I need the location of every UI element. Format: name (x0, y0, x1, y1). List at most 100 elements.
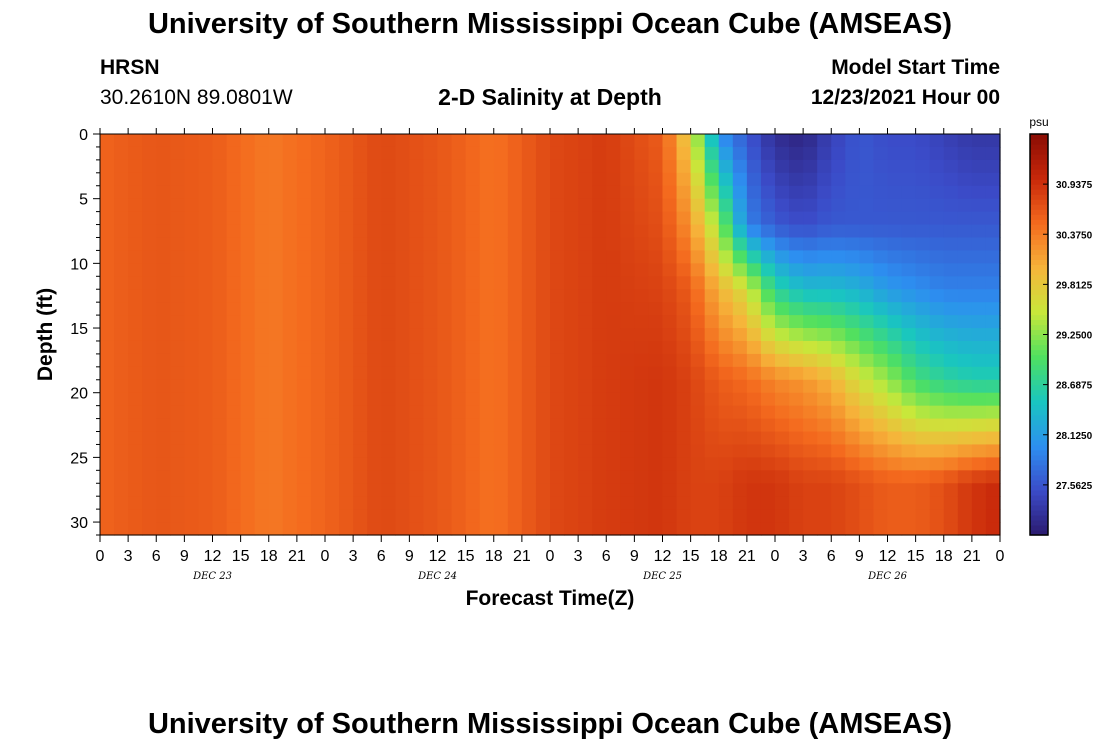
heatmap-cell (831, 224, 846, 239)
heatmap-cell (564, 366, 579, 381)
heatmap-cell (620, 289, 635, 303)
heatmap-cell (775, 211, 790, 226)
colorbar-band (1030, 229, 1048, 235)
x-tick-label: 0 (771, 548, 780, 565)
heatmap-cell (564, 250, 579, 264)
heatmap-cell (817, 509, 832, 523)
heatmap-cell (521, 405, 537, 420)
heatmap-cell (929, 250, 945, 264)
heatmap-cell (887, 444, 903, 458)
colorbar-band (1030, 279, 1048, 285)
heatmap-cell (817, 276, 832, 290)
heatmap-cell (676, 340, 692, 355)
colorbar-band (1030, 289, 1048, 295)
heatmap-cell (578, 418, 593, 433)
heatmap-cell (648, 509, 664, 523)
heatmap-cell (634, 470, 650, 484)
heatmap-cell (100, 159, 115, 174)
heatmap-cell (479, 509, 495, 523)
heatmap-cell (718, 237, 734, 252)
heatmap-cell (535, 392, 551, 407)
heatmap-cell (114, 185, 129, 200)
heatmap-cell (240, 185, 256, 200)
heatmap-cell (395, 496, 410, 510)
heatmap-cell (367, 224, 382, 239)
heatmap-cell (803, 211, 818, 226)
x-tick-label: 0 (546, 548, 555, 565)
heatmap-cell (507, 457, 523, 471)
heatmap-cell (184, 418, 200, 433)
heatmap-cell (353, 444, 368, 458)
heatmap-cell (620, 431, 635, 446)
heatmap-cell (831, 159, 846, 174)
heatmap-cell (578, 496, 593, 510)
heatmap-cell (353, 224, 368, 239)
heatmap-cell (929, 146, 945, 161)
heatmap-cell (353, 315, 368, 329)
colorbar-tick-label: 29.2500 (1056, 331, 1093, 342)
heatmap-cell (184, 470, 200, 484)
heatmap-cell (142, 496, 157, 510)
heatmap-cell (957, 405, 973, 420)
heatmap-cell (409, 405, 425, 420)
heatmap-cell (718, 366, 734, 381)
heatmap-cell (550, 366, 565, 381)
heatmap-cell (592, 146, 607, 161)
heatmap-cell (550, 328, 565, 342)
heatmap-cell (465, 276, 481, 290)
heatmap-cell (479, 328, 495, 342)
heatmap-cell (325, 159, 340, 174)
heatmap-cell (732, 328, 748, 342)
heatmap-cell (634, 289, 650, 303)
heatmap-cell (859, 276, 875, 290)
heatmap-cell (381, 302, 396, 316)
heatmap-cell (775, 496, 790, 510)
heatmap-cell (718, 379, 734, 394)
heatmap-cell (985, 289, 1001, 303)
heatmap-cell (198, 340, 214, 355)
chart-title: 2-D Salinity at Depth (438, 84, 662, 110)
heatmap-cell (268, 340, 284, 355)
heatmap-cell (676, 237, 692, 252)
heatmap-cell (226, 366, 242, 381)
heatmap-cell (282, 185, 298, 200)
heatmap-cell (423, 134, 439, 148)
heatmap-cell (521, 185, 537, 200)
heatmap-cell (170, 224, 185, 239)
heatmap-cell (789, 276, 804, 290)
heatmap-cell (760, 159, 776, 174)
heatmap-cell (789, 328, 804, 342)
heatmap-cell (423, 289, 439, 303)
heatmap-cell (451, 185, 467, 200)
heatmap-cell (465, 237, 481, 252)
heatmap-cell (437, 328, 453, 342)
heatmap-cell (676, 185, 692, 200)
heatmap-cell (943, 328, 959, 342)
heatmap-cell (395, 457, 410, 471)
heatmap-cell (915, 185, 931, 200)
heatmap-cell (985, 198, 1001, 213)
heatmap-cell (676, 470, 692, 484)
heatmap-cell (254, 134, 270, 148)
heatmap-cell (929, 185, 945, 200)
heatmap-cell (493, 263, 509, 277)
heatmap-cell (226, 353, 242, 368)
heatmap-cell (212, 509, 228, 523)
heatmap-cell (957, 522, 973, 536)
heatmap-cell (775, 431, 790, 446)
heatmap-cell (704, 366, 720, 381)
heatmap-cell (789, 483, 804, 497)
heatmap-cell (282, 405, 298, 420)
heatmap-cell (831, 444, 846, 458)
heatmap-cell (254, 315, 270, 329)
heatmap-cell (901, 198, 917, 213)
heatmap-cell (789, 250, 804, 264)
heatmap-cell (128, 444, 143, 458)
heatmap-cell (198, 444, 214, 458)
heatmap-cell (114, 509, 129, 523)
heatmap-cell (100, 457, 115, 471)
heatmap-cell (943, 211, 959, 226)
heatmap-cell (451, 289, 467, 303)
heatmap-cell (971, 134, 987, 148)
heatmap-cell (606, 237, 621, 252)
